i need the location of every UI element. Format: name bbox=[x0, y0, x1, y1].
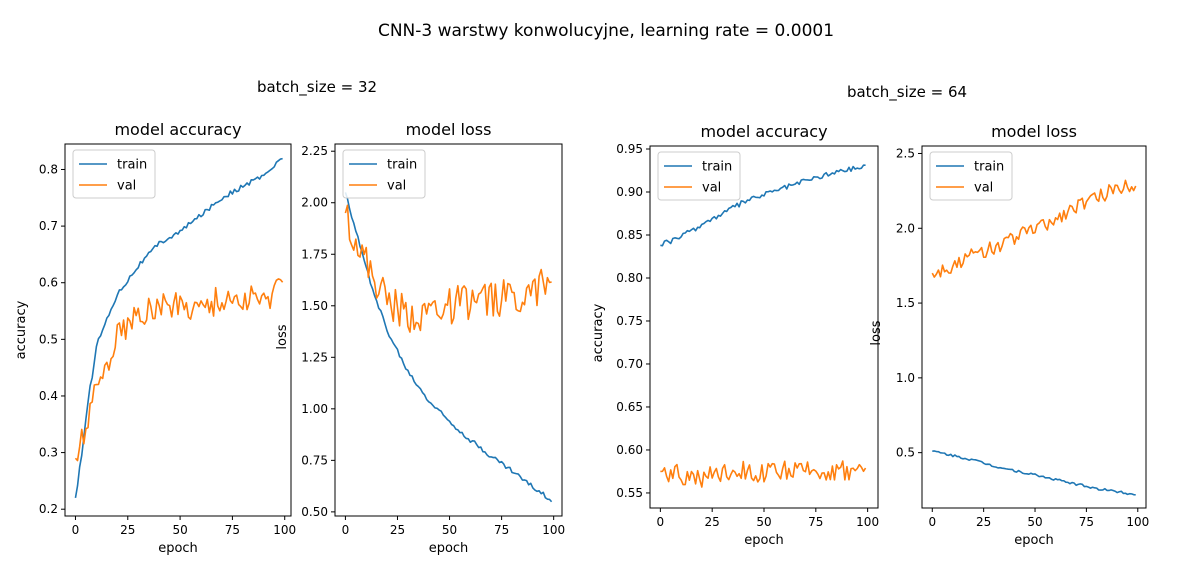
x-tick-label: 100 bbox=[542, 523, 565, 537]
x-tick-label: 75 bbox=[225, 523, 240, 537]
legend-label-val: val bbox=[702, 181, 721, 196]
group-label-batch-64: batch_size = 64 bbox=[847, 83, 967, 102]
legend: train val bbox=[72, 149, 156, 199]
x-tick-label: 50 bbox=[172, 523, 187, 537]
x-tick-label: 100 bbox=[273, 523, 296, 537]
y-tick-label: 0.8 bbox=[39, 162, 58, 176]
y-tick-label: 0.6 bbox=[39, 276, 58, 290]
x-tick-label: 75 bbox=[1079, 515, 1094, 529]
x-axis-label: epoch bbox=[1014, 533, 1054, 548]
legend-box bbox=[929, 151, 1013, 201]
series-line-train bbox=[660, 164, 866, 247]
y-tick-label: 1.50 bbox=[301, 299, 328, 313]
y-tick-label: 2.0 bbox=[896, 221, 915, 235]
x-tick-label: 100 bbox=[1126, 515, 1149, 529]
y-tick-label: 0.95 bbox=[616, 142, 643, 156]
panel-title: model loss bbox=[406, 120, 492, 139]
x-tick-label: 50 bbox=[1027, 515, 1042, 529]
x-tick-label: 0 bbox=[657, 515, 665, 529]
y-axis-label: accuracy bbox=[591, 303, 606, 362]
y-tick-label: 0.5 bbox=[896, 446, 915, 460]
y-tick-label: 0.50 bbox=[301, 505, 328, 519]
x-tick-label: 75 bbox=[808, 515, 823, 529]
y-tick-label: 1.5 bbox=[896, 296, 915, 310]
series-line-val bbox=[931, 179, 1137, 278]
x-tick-label: 25 bbox=[120, 523, 135, 537]
x-tick-label: 50 bbox=[442, 523, 457, 537]
y-tick-label: 0.90 bbox=[616, 185, 643, 199]
x-tick-label: 25 bbox=[976, 515, 991, 529]
legend-label-val: val bbox=[974, 181, 993, 196]
y-tick-label: 0.3 bbox=[39, 446, 58, 460]
legend: train val bbox=[342, 149, 426, 199]
legend-label-train: train bbox=[387, 158, 417, 173]
legend-label-val: val bbox=[387, 179, 406, 194]
legend-box bbox=[72, 149, 156, 199]
series-line-val bbox=[344, 204, 552, 333]
legend-label-val: val bbox=[117, 179, 136, 194]
y-tick-label: 2.5 bbox=[896, 146, 915, 160]
legend: train val bbox=[657, 151, 741, 201]
x-tick-label: 0 bbox=[928, 515, 936, 529]
y-tick-label: 1.75 bbox=[301, 247, 328, 261]
chart-panel-1: model accuracy 0 25 50 75 100 0.2 0.3 0.4 0.5 0.6 0… bbox=[14, 120, 296, 556]
panel-title: model accuracy bbox=[114, 120, 241, 139]
y-tick-label: 0.85 bbox=[616, 228, 643, 242]
y-tick-label: 0.5 bbox=[39, 332, 58, 346]
legend-box bbox=[342, 149, 426, 199]
y-tick-label: 0.2 bbox=[39, 502, 58, 516]
series-line-train bbox=[74, 157, 283, 499]
y-axis-label: loss bbox=[275, 324, 290, 349]
chart-panel-4: model loss 0 25 50 75 100 0.5 1.0 1.5 2.0 2.5 epoch… bbox=[869, 122, 1149, 548]
panel-title: model accuracy bbox=[700, 122, 827, 141]
x-axis-label: epoch bbox=[429, 541, 469, 556]
legend-label-train: train bbox=[974, 160, 1004, 175]
chart-panel-2: model loss 0 25 50 75 100 0.50 0.75 1.00 1.25 1.50… bbox=[275, 120, 565, 556]
x-tick-label: 0 bbox=[342, 523, 350, 537]
legend: train val bbox=[929, 151, 1013, 201]
panel-title: model loss bbox=[991, 122, 1077, 141]
series-line-train bbox=[932, 450, 1136, 496]
group-label-batch-32: batch_size = 32 bbox=[257, 78, 377, 97]
x-tick-label: 0 bbox=[72, 523, 80, 537]
x-axis-label: epoch bbox=[158, 541, 198, 556]
plot-frame bbox=[64, 143, 292, 517]
legend-label-train: train bbox=[117, 158, 147, 173]
y-tick-label: 0.65 bbox=[616, 400, 643, 414]
y-tick-label: 1.25 bbox=[301, 350, 328, 364]
series-line-train bbox=[344, 192, 553, 503]
plot-frame bbox=[334, 143, 563, 517]
series-line-val bbox=[660, 460, 867, 488]
x-tick-label: 50 bbox=[756, 515, 771, 529]
x-tick-label: 75 bbox=[494, 523, 509, 537]
y-tick-label: 2.25 bbox=[301, 144, 328, 158]
x-tick-label: 25 bbox=[705, 515, 720, 529]
y-tick-label: 0.60 bbox=[616, 443, 643, 457]
y-tick-label: 0.75 bbox=[616, 314, 643, 328]
x-tick-label: 100 bbox=[856, 515, 879, 529]
chart-panel-3: model accuracy 0 25 50 75 100 0.55 0.60 0.65 0.70… bbox=[591, 122, 879, 548]
y-tick-label: 0.70 bbox=[616, 357, 643, 371]
legend-label-train: train bbox=[702, 160, 732, 175]
plot-frame bbox=[921, 145, 1147, 509]
series-line-val bbox=[74, 278, 284, 462]
y-tick-label: 0.55 bbox=[616, 486, 643, 500]
x-tick-label: 25 bbox=[390, 523, 405, 537]
plot-frame bbox=[649, 145, 879, 509]
figure-title: CNN-3 warstwy konwolucyjne, learning rat… bbox=[378, 21, 834, 41]
x-axis-label: epoch bbox=[744, 533, 784, 548]
y-axis-label: loss bbox=[869, 320, 884, 345]
y-axis-label: accuracy bbox=[14, 300, 29, 359]
legend-box bbox=[657, 151, 741, 201]
y-tick-label: 0.4 bbox=[39, 389, 58, 403]
y-tick-label: 1.0 bbox=[896, 371, 915, 385]
y-tick-label: 0.75 bbox=[301, 453, 328, 467]
y-tick-label: 0.80 bbox=[616, 271, 643, 285]
y-tick-label: 1.00 bbox=[301, 402, 328, 416]
y-tick-label: 2.00 bbox=[301, 196, 328, 210]
y-tick-label: 0.7 bbox=[39, 219, 58, 233]
